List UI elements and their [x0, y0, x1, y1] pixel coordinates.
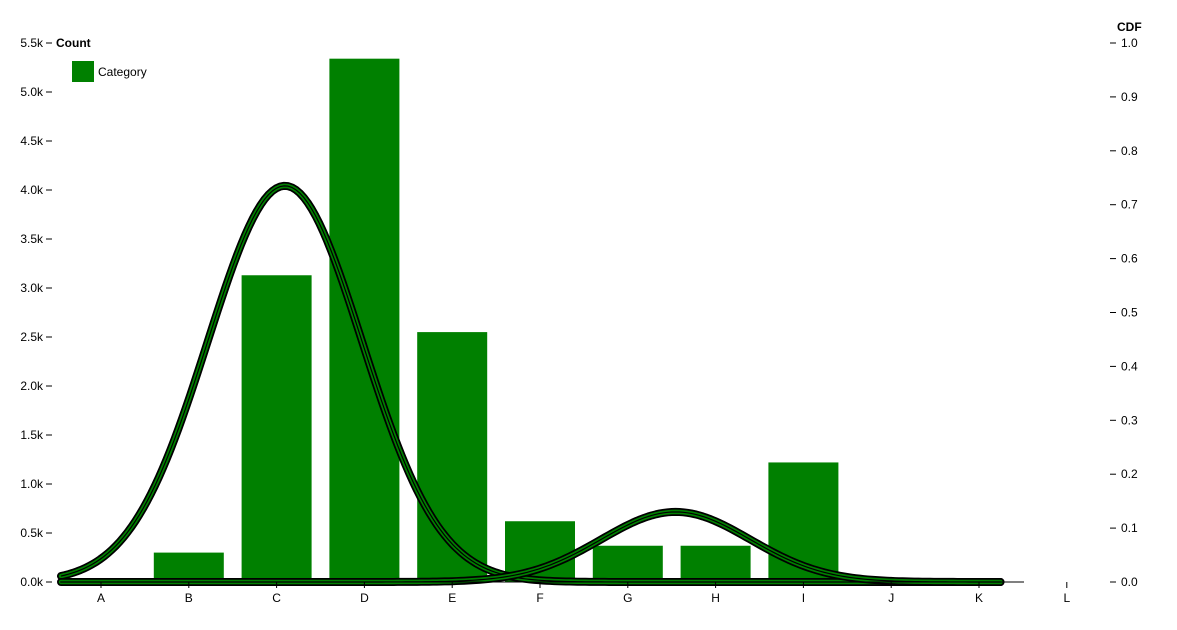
- left-tick-label: 4.0k: [20, 183, 44, 197]
- x-tick-label: L: [1063, 591, 1070, 605]
- left-tick-label: 5.5k: [20, 36, 44, 50]
- right-tick-label: 0.1: [1121, 521, 1138, 535]
- right-tick-label: 0.6: [1121, 252, 1138, 266]
- bar-D: [329, 58, 400, 583]
- bar-C: [241, 275, 312, 582]
- right-tick-label: 0.3: [1121, 413, 1138, 427]
- bar-B: [153, 552, 224, 582]
- left-tick-label: 3.5k: [20, 232, 44, 246]
- left-tick-label: 0.5k: [20, 526, 44, 540]
- x-tick-label: E: [448, 591, 456, 605]
- left-tick-label: 0.0k: [20, 575, 44, 589]
- left-tick-label: 1.0k: [20, 477, 44, 491]
- right-tick-label: 0.4: [1121, 359, 1138, 373]
- left-tick-label: 2.5k: [20, 330, 44, 344]
- x-tick-label: H: [711, 591, 720, 605]
- right-tick-label: 0.8: [1121, 144, 1138, 158]
- legend: Category: [72, 61, 147, 82]
- left-tick-label: 3.0k: [20, 281, 44, 295]
- bars: [153, 58, 839, 583]
- x-tick-label: F: [536, 591, 543, 605]
- bar-H: [680, 545, 751, 582]
- right-tick-label: 1.0: [1121, 36, 1138, 50]
- right-tick-label: 0.7: [1121, 198, 1138, 212]
- left-tick-label: 1.5k: [20, 428, 44, 442]
- right-tick-label: 0.0: [1121, 575, 1138, 589]
- right-tick-label: 0.5: [1121, 306, 1138, 320]
- x-tick-label: A: [97, 591, 105, 605]
- right-tick-label: 0.9: [1121, 90, 1138, 104]
- left-tick-label: 2.0k: [20, 379, 44, 393]
- x-tick-label: K: [975, 591, 983, 605]
- right-axis-title: CDF: [1117, 20, 1142, 34]
- left-y-axis: 0.0k 0.5k 1.0k 1.5k 2.0k 2.5k 3.0k 3.5k 4.0k 4.5k…: [20, 36, 52, 589]
- legend-label: Category: [98, 65, 147, 79]
- x-tick-label: I: [802, 591, 805, 605]
- left-tick-label: 4.5k: [20, 134, 44, 148]
- x-tick-label: D: [360, 591, 369, 605]
- right-y-axis: 0.0 0.1 0.2 0.3 0.4 0.5 0.6 0.7 0.8 0.9 1.0: [1110, 36, 1138, 589]
- bar-G: [592, 545, 663, 582]
- left-tick-label: 5.0k: [20, 85, 44, 99]
- legend-swatch: [72, 61, 94, 82]
- x-axis: A B C D E F G H I J K L: [60, 581, 1070, 605]
- x-tick-label: C: [272, 591, 281, 605]
- x-tick-label: B: [185, 591, 193, 605]
- right-tick-label: 0.2: [1121, 467, 1138, 481]
- x-tick-label: G: [623, 591, 632, 605]
- x-tick-label: J: [888, 591, 894, 605]
- left-axis-title: Count: [56, 36, 91, 50]
